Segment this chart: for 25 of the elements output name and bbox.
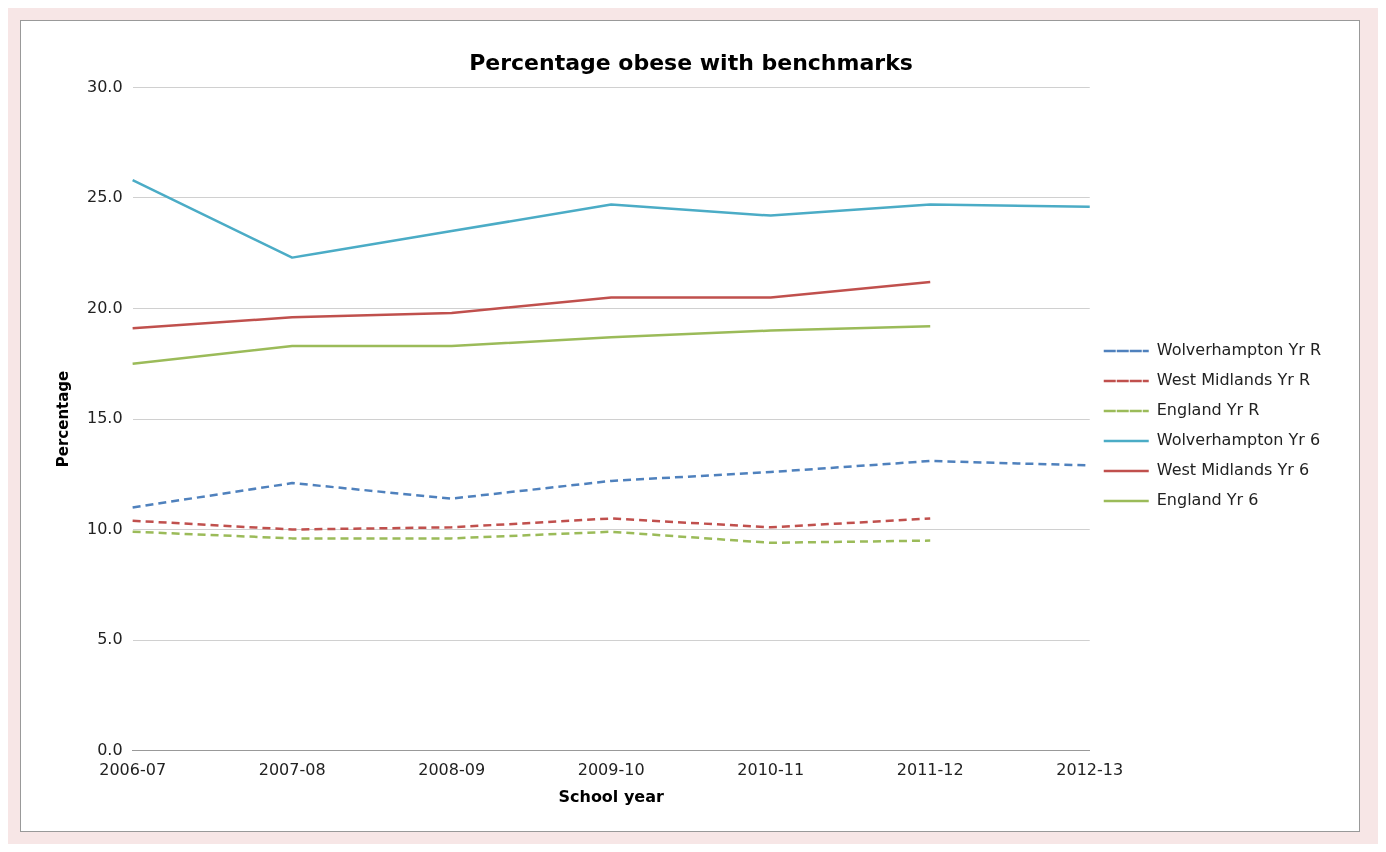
line-series <box>131 517 932 531</box>
legend-label: West Midlands Yr R <box>1156 370 1311 390</box>
legend-label: West Midlands Yr 6 <box>1156 460 1310 480</box>
x-tick-label: 2006-07 <box>99 760 167 780</box>
x-tick-label: 2012-13 <box>1056 760 1124 780</box>
x-tick-label: 2010-11 <box>737 760 805 780</box>
legend-label: Wolverhampton Yr 6 <box>1156 430 1321 450</box>
legend-label: England Yr 6 <box>1156 490 1259 510</box>
legend-label: England Yr R <box>1156 400 1260 420</box>
y-tick-label: 10.0 <box>87 518 123 538</box>
legend-label: Wolverhampton Yr R <box>1156 340 1322 360</box>
y-tick-label: 25.0 <box>87 187 123 207</box>
y-tick-label: 15.0 <box>87 408 123 428</box>
y-tick-label: 0.0 <box>97 739 123 759</box>
x-tick-label: 2009-10 <box>577 760 645 780</box>
y-tick-label: 5.0 <box>97 629 123 649</box>
x-tick-label: 2007-08 <box>258 760 326 780</box>
chart-title: Percentage obese with benchmarks <box>469 49 913 75</box>
line-series <box>131 530 932 545</box>
y-axis-title: Percentage <box>53 370 72 468</box>
y-tick-label: 20.0 <box>87 297 123 317</box>
y-tick-label: 30.0 <box>87 76 123 96</box>
x-tick-label: 2008-09 <box>418 760 486 780</box>
x-axis-title: School year <box>558 786 664 806</box>
x-tick-label: 2011-12 <box>896 760 964 780</box>
